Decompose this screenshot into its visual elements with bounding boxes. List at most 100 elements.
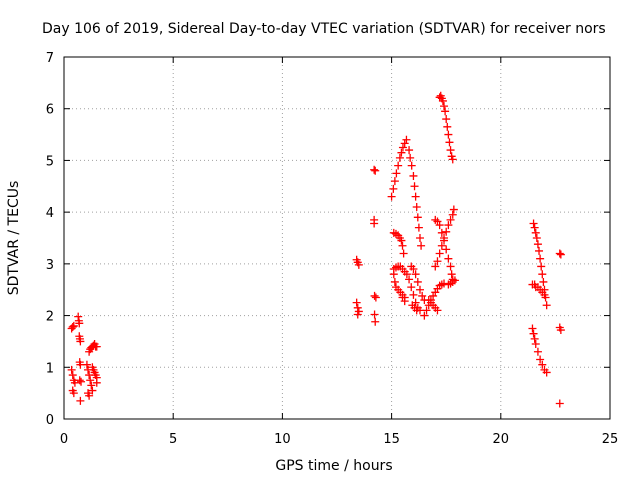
data-point (442, 245, 451, 254)
data-point (533, 240, 542, 249)
data-point (353, 303, 362, 312)
data-point (398, 143, 407, 152)
data-point (371, 166, 380, 175)
data-point (406, 153, 415, 162)
data-point (69, 389, 78, 398)
data-point (390, 177, 399, 186)
data-point (448, 155, 457, 164)
data-point (528, 324, 537, 333)
data-point (413, 213, 422, 222)
data-point (531, 340, 540, 349)
data-point (440, 236, 449, 245)
data-point (387, 192, 396, 201)
data-point (536, 355, 545, 364)
y-tick-label: 6 (46, 103, 54, 118)
x-tick-label: 15 (383, 432, 400, 447)
x-tick-label: 10 (274, 432, 291, 447)
data-point (542, 368, 551, 377)
data-point (538, 360, 547, 369)
data-point (443, 122, 452, 131)
data-point (415, 234, 424, 242)
data-point (556, 250, 565, 259)
y-tick-label: 1 (46, 361, 54, 376)
data-point (86, 376, 95, 385)
data-point (397, 148, 406, 157)
data-point (370, 291, 379, 300)
data-points (67, 91, 565, 408)
data-point (390, 277, 399, 286)
data-point (446, 146, 455, 155)
data-point (530, 334, 539, 343)
data-point (371, 293, 380, 302)
data-point (405, 146, 414, 155)
data-point (537, 262, 546, 271)
x-tick-label: 25 (602, 432, 619, 447)
data-point (370, 165, 379, 174)
data-point (402, 270, 411, 279)
x-tick-label: 5 (169, 432, 177, 447)
data-point (394, 161, 403, 170)
data-point (433, 306, 442, 315)
data-point (353, 310, 362, 319)
data-point (555, 249, 564, 258)
data-point (407, 283, 416, 292)
data-point (555, 399, 564, 408)
data-point (405, 275, 414, 284)
data-point (417, 241, 426, 250)
data-point (532, 234, 541, 242)
data-point (540, 290, 549, 299)
data-point (409, 290, 418, 299)
data-point (85, 391, 94, 400)
plot-frame (63, 56, 611, 420)
data-point (70, 378, 79, 387)
data-point (76, 396, 85, 405)
data-point (389, 270, 398, 279)
data-point (446, 262, 455, 271)
data-point (411, 270, 420, 279)
data-point (435, 221, 444, 230)
data-point (67, 365, 76, 374)
data-point (414, 223, 423, 232)
data-point (77, 377, 86, 386)
data-point (410, 182, 419, 191)
y-tick-label: 7 (46, 51, 54, 66)
data-point (397, 236, 406, 245)
data-point (409, 171, 418, 180)
data-point (400, 297, 409, 306)
chart-title: Day 106 of 2019, Sidereal Day-to-day VTE… (42, 21, 606, 37)
data-point (407, 161, 416, 170)
data-point (444, 130, 453, 139)
data-point (400, 139, 409, 148)
data-point (420, 311, 429, 320)
data-point (444, 221, 453, 230)
data-point (448, 210, 457, 219)
data-point (539, 277, 548, 286)
data-point (370, 219, 379, 228)
data-point (431, 262, 440, 271)
data-point (88, 386, 97, 395)
data-point (352, 298, 361, 307)
data-point (412, 202, 421, 211)
data-point (437, 241, 446, 250)
y-tick-label: 5 (46, 154, 54, 169)
data-point (441, 107, 450, 116)
data-point (68, 322, 77, 331)
data-point (395, 153, 404, 162)
data-point (411, 192, 420, 201)
data-point (442, 115, 451, 124)
data-point (556, 326, 565, 335)
tick-labels: 0 5 10 15 20 25 0 1 2 3 4 5 6 7 (46, 51, 619, 447)
data-point (450, 276, 459, 285)
data-point (412, 306, 421, 315)
data-point (68, 371, 77, 380)
data-point (413, 277, 422, 286)
y-tick-label: 4 (46, 206, 54, 221)
data-point (433, 257, 442, 266)
data-point (438, 96, 447, 105)
y-axis-title: SDTVAR / TECUs (6, 181, 22, 296)
x-axis-title: GPS time / hours (275, 458, 392, 474)
data-point (370, 310, 379, 319)
data-point (92, 378, 101, 387)
data-point (409, 265, 418, 274)
